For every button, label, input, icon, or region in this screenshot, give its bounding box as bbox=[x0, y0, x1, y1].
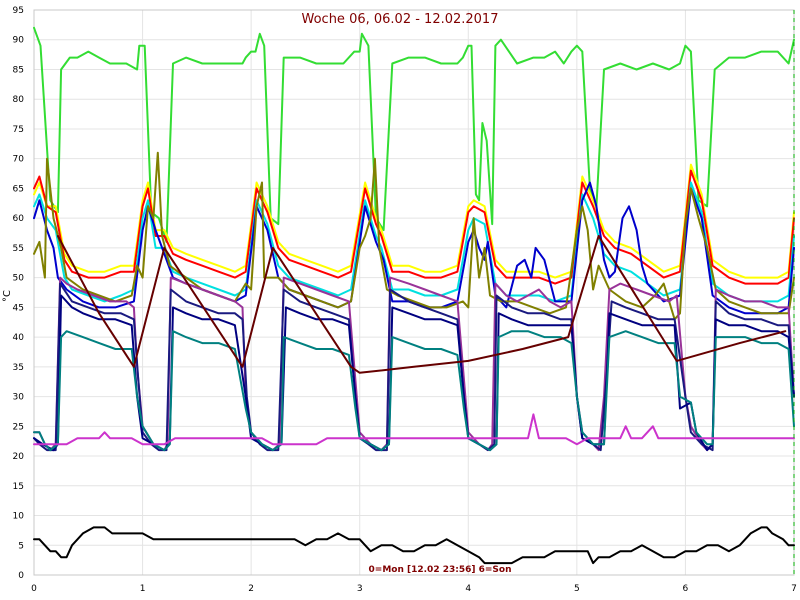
chart-title: Woche 06, 06.02 - 12.02.2017 bbox=[302, 12, 499, 27]
y-axis-ticks: 0 5 10 15 20 25 30 35 40 45 50 55 60 65 70 75 80 85 90 95 bbox=[13, 6, 25, 581]
footer-date-range: 0=Mon [12.02 23:56] 6=Son bbox=[369, 565, 512, 575]
y-tick-label: 15 bbox=[13, 482, 24, 492]
x-tick-label: 2 bbox=[248, 584, 254, 594]
y-tick-label: 35 bbox=[13, 363, 24, 373]
y-tick-label: 25 bbox=[13, 422, 24, 432]
series-line-13 bbox=[33, 526, 795, 565]
y-tick-label: 80 bbox=[13, 95, 25, 105]
y-tick-label: 45 bbox=[13, 303, 24, 313]
series-line-10 bbox=[33, 330, 795, 452]
y-tick-label: 70 bbox=[13, 155, 25, 165]
series-line-1 bbox=[33, 26, 795, 243]
x-tick-label: 0 bbox=[31, 584, 37, 594]
series-line-2 bbox=[33, 163, 795, 279]
series-line-5 bbox=[33, 181, 795, 315]
y-tick-label: 95 bbox=[13, 6, 24, 16]
x-tick-label: 7 bbox=[791, 584, 797, 594]
series-line-4 bbox=[33, 181, 795, 303]
y-tick-label: 5 bbox=[18, 541, 24, 551]
y-tick-label: 60 bbox=[13, 214, 25, 224]
y-tick-label: 75 bbox=[13, 125, 24, 135]
series-line-3 bbox=[33, 169, 795, 285]
y-tick-label: 55 bbox=[13, 244, 24, 254]
y-tick-label: 65 bbox=[13, 184, 24, 194]
series-lines bbox=[33, 26, 795, 565]
y-tick-label: 0 bbox=[18, 571, 24, 581]
y-tick-label: 30 bbox=[13, 393, 25, 403]
x-tick-label: 4 bbox=[465, 584, 471, 594]
y-tick-label: 90 bbox=[13, 36, 25, 46]
series-line-12 bbox=[33, 413, 795, 446]
x-axis-ticks: 0 1 2 3 4 5 6 7 bbox=[31, 584, 797, 594]
x-tick-label: 3 bbox=[357, 584, 363, 594]
y-tick-label: 20 bbox=[13, 452, 25, 462]
series-line-6 bbox=[33, 151, 795, 321]
x-tick-label: 5 bbox=[574, 584, 580, 594]
y-tick-label: 85 bbox=[13, 65, 24, 75]
x-tick-label: 1 bbox=[140, 584, 146, 594]
y-tick-label: 40 bbox=[13, 333, 25, 343]
y-axis-label: °C bbox=[2, 290, 13, 302]
series-line-11 bbox=[56, 235, 787, 374]
y-tick-label: 50 bbox=[13, 274, 25, 284]
x-tick-label: 6 bbox=[683, 584, 689, 594]
y-tick-label: 10 bbox=[13, 512, 25, 522]
